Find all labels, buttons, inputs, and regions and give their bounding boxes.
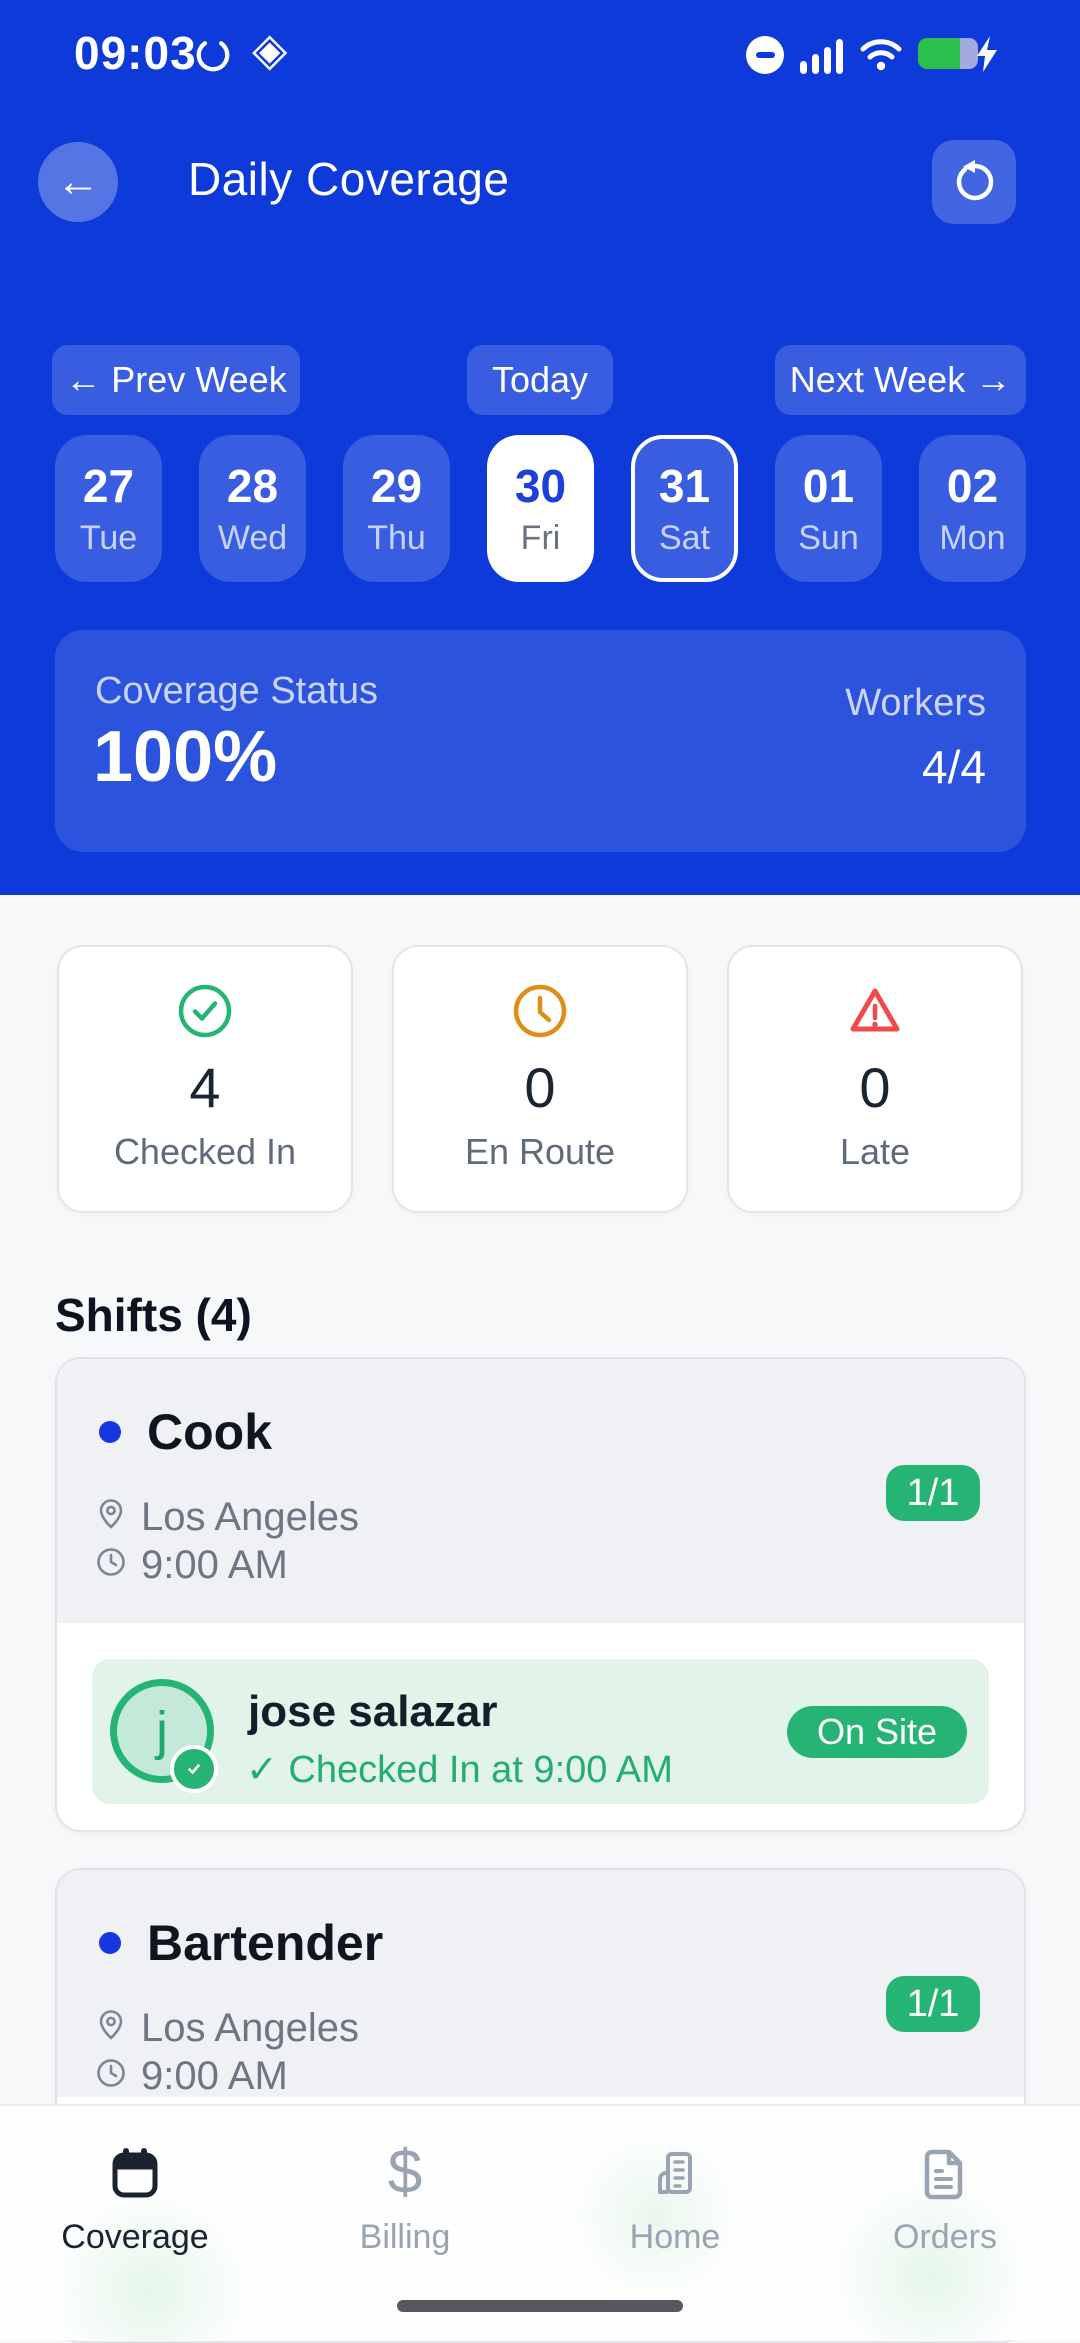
next-week-button[interactable]: Next Week → [775, 345, 1026, 415]
workers-count: 4/4 [922, 741, 986, 793]
worker-row[interactable]: j jose salazar ✓ Checked In at 9:00 AM O… [92, 1659, 989, 1804]
diamond-notification-icon: ◈ [252, 23, 288, 75]
late-label: Late [839, 1130, 911, 1172]
worker-checkin-status: ✓ Checked In at 9:00 AM [246, 1749, 673, 1791]
location-pin-icon [95, 1495, 127, 1540]
date-pill-01[interactable]: 01 Sun [775, 435, 882, 582]
check-circle-icon [175, 981, 235, 1043]
back-button[interactable]: ← [38, 142, 118, 222]
avatar-initial: j [156, 1701, 168, 1761]
calendar-icon [107, 2144, 163, 2202]
workers-label: Workers [845, 682, 986, 724]
page-title: Daily Coverage [188, 153, 510, 205]
hero-section: 09:03 ◈ ← Daily Coverage ← P [0, 0, 1080, 895]
nav-item-coverage[interactable]: Coverage [0, 2106, 270, 2340]
home-indicator[interactable] [397, 2300, 683, 2312]
refresh-icon [956, 160, 994, 201]
prev-week-button[interactable]: ← Prev Week [52, 345, 300, 415]
filled-ratio-badge: 1/1 [886, 1465, 980, 1521]
shift-role-title: Cook [147, 1404, 272, 1460]
checked-in-label: Checked In [113, 1130, 297, 1172]
alert-triangle-icon [845, 981, 905, 1043]
worker-name: jose salazar [248, 1687, 498, 1736]
date-pill-31-today[interactable]: 31 Sat [631, 435, 738, 582]
checked-in-count: 4 [189, 1056, 221, 1119]
date-strip: 27 Tue 28 Wed 29 Thu 30 Fri 31 Sat 01 Su… [55, 435, 1026, 582]
role-dot-icon [99, 1421, 121, 1443]
nav-item-orders[interactable]: Orders [810, 2106, 1080, 2340]
wifi-icon [858, 36, 904, 77]
shift-time: 9:00 AM [141, 1543, 288, 1587]
avatar-checked-badge-icon [170, 1745, 218, 1793]
back-arrow-icon: ← [56, 157, 100, 206]
date-pill-27[interactable]: 27 Tue [55, 435, 162, 582]
stat-card-checked-in: 4 Checked In [57, 945, 353, 1213]
status-time: 09:03 [74, 27, 197, 79]
filled-ratio-badge: 1/1 [886, 1976, 980, 2032]
en-route-count: 0 [524, 1056, 556, 1119]
battery-charging-icon [918, 36, 1006, 72]
en-route-label: En Route [464, 1130, 616, 1172]
coverage-status-card: Coverage Status 100% Workers 4/4 [55, 630, 1026, 852]
date-pill-02[interactable]: 02 Mon [919, 435, 1026, 582]
coverage-status-label: Coverage Status [95, 670, 379, 712]
signal-strength-icon [800, 38, 843, 74]
on-site-badge: On Site [786, 1706, 967, 1758]
nav-label: Coverage [61, 2218, 209, 2256]
location-pin-icon [95, 2006, 127, 2051]
shift-location: Los Angeles [141, 1495, 359, 1539]
shift-location: Los Angeles [141, 2006, 359, 2050]
do-not-disturb-icon [746, 36, 784, 74]
refresh-button[interactable] [932, 140, 1016, 224]
shift-card-header: Cook 1/1 Los Angeles 9:00 AM [57, 1359, 1024, 1623]
stat-card-late: 0 Late [727, 945, 1023, 1213]
shift-card-cook[interactable]: Cook 1/1 Los Angeles 9:00 AM j [55, 1357, 1026, 1832]
nav-item-home[interactable]: Home [540, 2106, 810, 2340]
nav-item-billing[interactable]: $ Billing [270, 2106, 540, 2340]
clock-small-icon [95, 2054, 127, 2099]
nav-label: Billing [359, 2218, 451, 2256]
clock-small-icon [95, 1543, 127, 1588]
today-button[interactable]: Today [467, 345, 613, 415]
role-dot-icon [99, 1932, 121, 1954]
building-icon [647, 2144, 703, 2202]
shift-card-header: Bartender 1/1 Los Angeles 9:00 AM [57, 1870, 1024, 2099]
dollar-icon: $ [387, 2138, 423, 2207]
clock-icon [510, 981, 570, 1043]
late-count: 0 [859, 1056, 891, 1119]
worker-avatar: j [110, 1679, 214, 1783]
nav-label: Orders [893, 2218, 997, 2256]
loading-spinner-icon [194, 36, 232, 74]
date-pill-28[interactable]: 28 Wed [199, 435, 306, 582]
shift-time: 9:00 AM [141, 2054, 288, 2098]
document-icon [917, 2144, 973, 2202]
shift-role-title: Bartender [147, 1915, 384, 1971]
shifts-heading: Shifts (4) [55, 1289, 252, 1341]
nav-label: Home [629, 2218, 721, 2256]
stat-card-en-route: 0 En Route [392, 945, 688, 1213]
date-pill-29[interactable]: 29 Thu [343, 435, 450, 582]
coverage-percent: 100% [93, 717, 278, 797]
date-pill-30-selected[interactable]: 30 Fri [487, 435, 594, 582]
